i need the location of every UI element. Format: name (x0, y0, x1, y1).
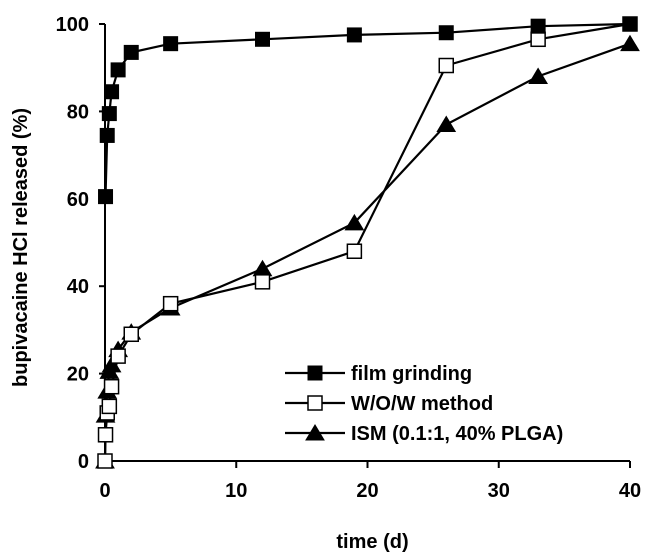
series-1-point (101, 398, 118, 415)
series-2-point (344, 213, 365, 231)
x-tick-label: 0 (99, 480, 110, 502)
y-tick-label: 60 (67, 189, 89, 211)
legend: film grinding W/O/W method ISM (0.1:1, 40%… (285, 363, 563, 445)
legend-marker-1 (307, 395, 323, 411)
legend-label-2: ISM (0.1:1, 40% PLGA) (351, 423, 563, 445)
x-tick-label: 30 (488, 480, 510, 502)
series-0-point (98, 189, 114, 205)
series-0-point (255, 31, 270, 47)
series-0-point (110, 62, 126, 78)
series-2-point (101, 355, 122, 373)
series-1-point (110, 348, 126, 364)
x-tick-label: 40 (619, 480, 641, 502)
series-2-point (528, 67, 549, 84)
series-0-point (530, 18, 546, 34)
series-1-point (123, 326, 139, 343)
y-tick-label: 80 (67, 101, 89, 123)
series-1-point (530, 31, 546, 48)
x-axis-title: time (d) (336, 531, 408, 553)
legend-marker-2 (305, 424, 325, 441)
y-tick-label: 0 (78, 451, 89, 473)
y-tick-label: 40 (67, 276, 89, 298)
series-1-point (162, 295, 179, 312)
series-2-point (436, 115, 457, 133)
series-0-point (346, 27, 362, 43)
series-0-point (163, 36, 179, 52)
legend-label-0: film grinding (351, 363, 472, 385)
axes: 0 20 40 60 80 100 0 10 20 30 40 (56, 14, 642, 502)
series-2-point (620, 34, 640, 52)
series-0-point (622, 16, 638, 32)
series-1-point (438, 57, 454, 74)
series-1-point (346, 243, 363, 259)
series-1-point (254, 274, 271, 290)
series-0-point (101, 106, 117, 122)
series-0-point (104, 84, 120, 100)
y-tick-label: 20 (67, 364, 89, 386)
series-1-point (97, 453, 113, 469)
series-1-point (103, 378, 120, 395)
y-tick-label: 100 (56, 14, 89, 36)
series-line-0 (104, 22, 631, 197)
series-layer (95, 16, 640, 469)
legend-label-1: W/O/W method (351, 393, 493, 415)
series-0-point (99, 127, 115, 143)
series-0-point (438, 25, 454, 41)
series-1-point (97, 427, 114, 443)
series-0-point (123, 44, 139, 60)
x-tick-label: 20 (356, 480, 378, 502)
x-tick-label: 10 (225, 480, 247, 502)
legend-marker-0 (307, 365, 323, 381)
series-2-point (252, 259, 273, 277)
y-axis-title: bupivacaine HCl released (%) (10, 108, 32, 387)
